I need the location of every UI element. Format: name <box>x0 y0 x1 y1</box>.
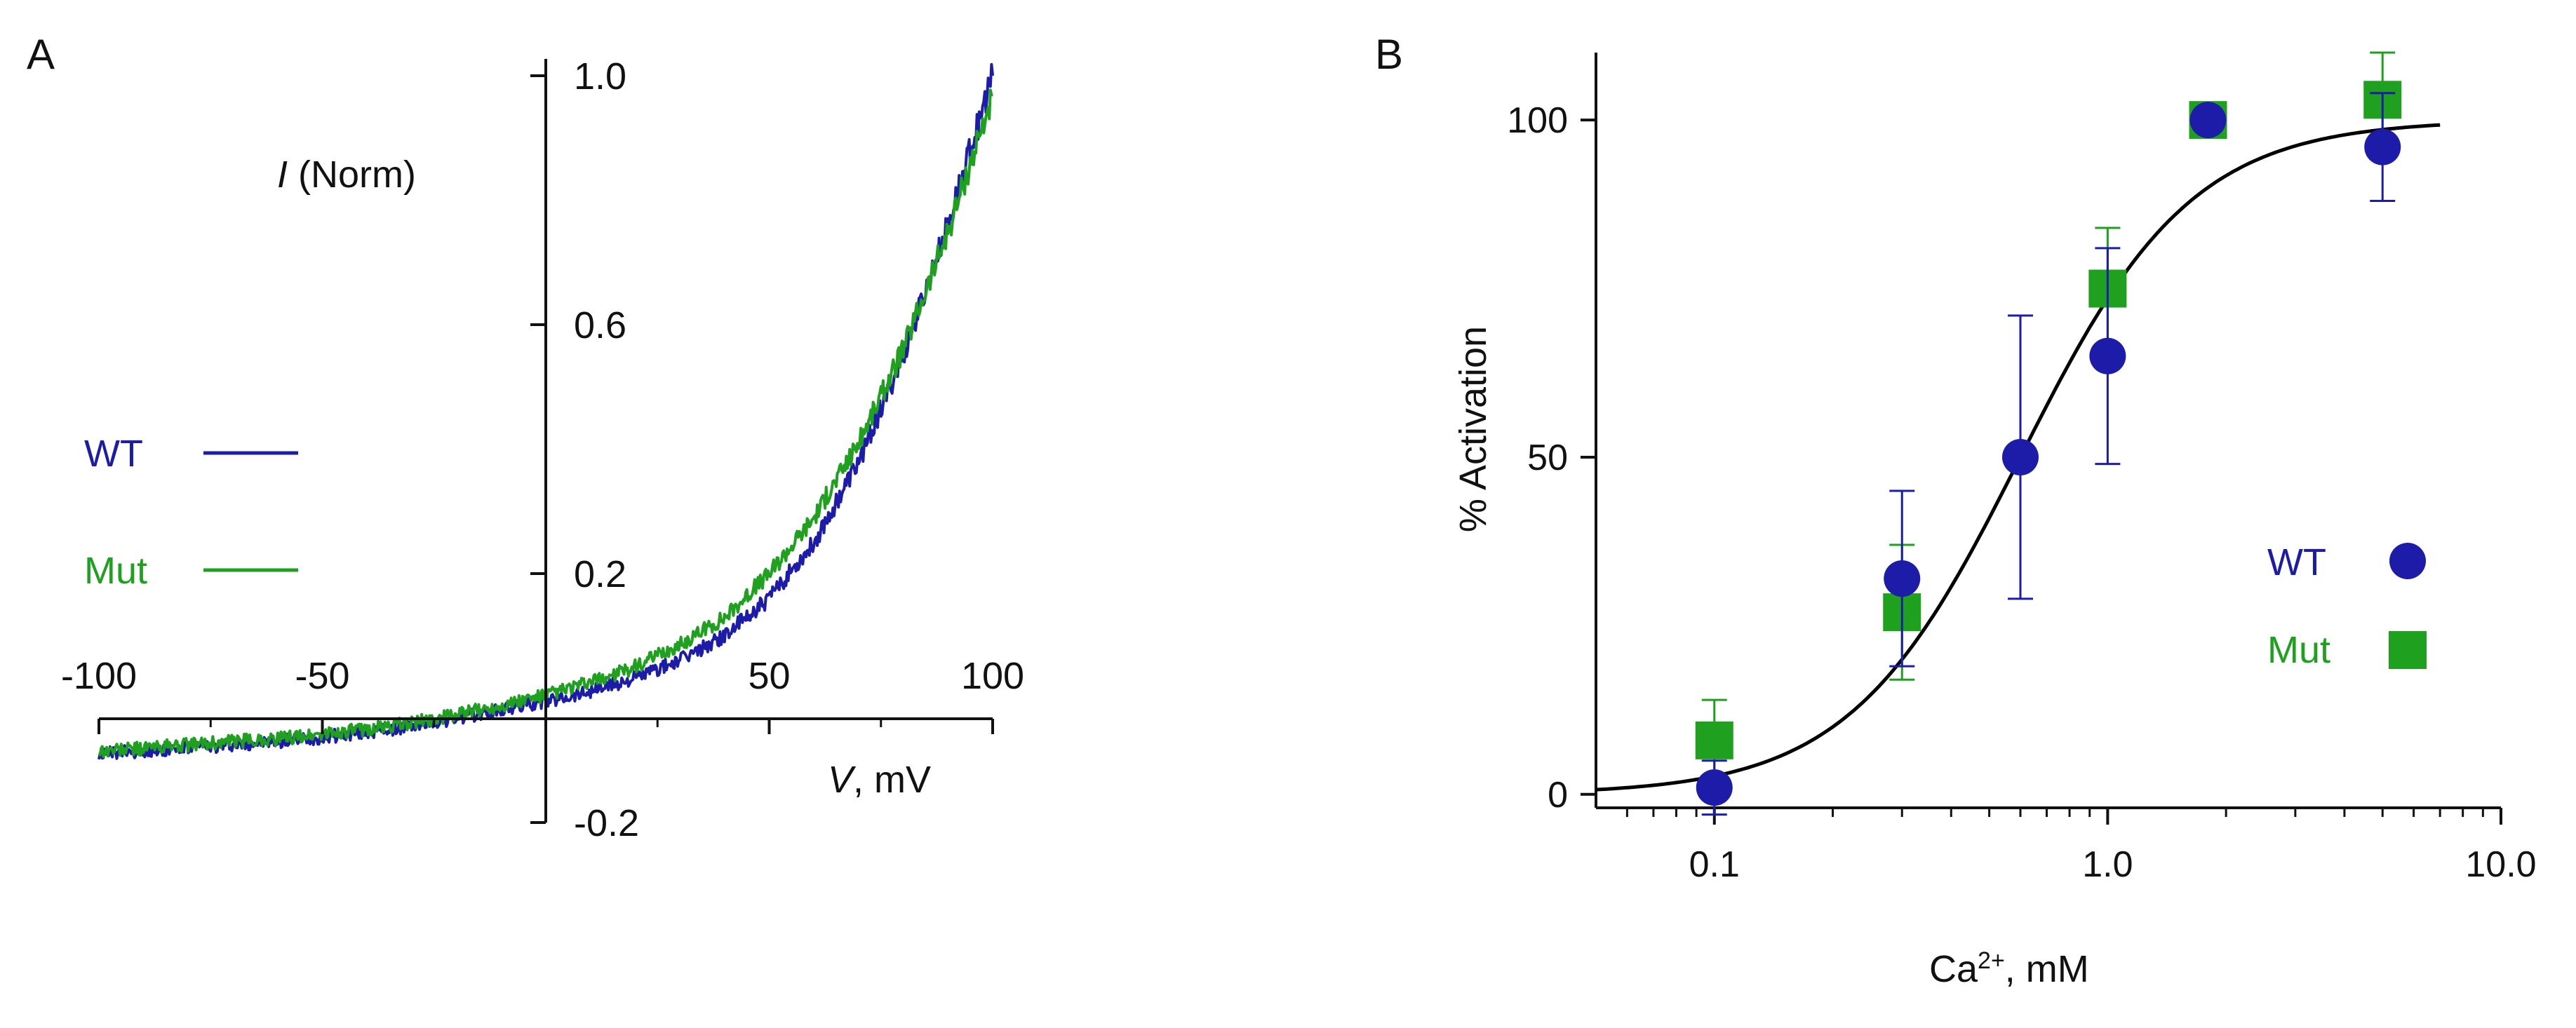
panel-b-legend-marker-wt <box>2389 543 2426 579</box>
panel-b-legend-marker-mut <box>2389 631 2427 669</box>
panel-a-legend-label-wt: WT <box>84 433 143 475</box>
panel-a-iv-plot: A -100 -50 50 100 -0.2 0.2 0.6 1.0 I (Norm) V,… <box>27 31 1024 844</box>
panel-b-point-wt <box>2002 438 2039 475</box>
panel-a-x-tick-label: -100 <box>61 655 137 697</box>
panel-a-y-tick-label: 0.2 <box>574 553 626 595</box>
panel-b-point-wt <box>1884 560 1921 597</box>
panel-b-x-tick-label: 0.1 <box>1689 844 1740 885</box>
panel-a-x-axis-label: V, mV <box>828 759 931 801</box>
panel-b-x-tick-label: 1.0 <box>2082 844 2133 885</box>
panel-a-y-tick-label: -0.2 <box>574 802 639 844</box>
panel-a-x-label-italic: V <box>828 759 857 801</box>
panel-b-points-group <box>1695 51 2402 816</box>
panel-b-point-wt <box>1696 769 1733 806</box>
panel-b-point-mut <box>1695 721 1733 759</box>
panel-b-legend: WT Mut <box>2267 541 2427 671</box>
panel-b-legend-label-mut: Mut <box>2267 629 2330 671</box>
panel-b-x-ticks: 0.1 1.0 10.0 <box>1625 808 2537 885</box>
panel-a-x-tick-label: 100 <box>961 655 1024 697</box>
panel-b-x-axis-label: Ca2+, mM <box>1929 947 2089 990</box>
panel-a-y-label-rest: (Norm) <box>288 154 416 196</box>
panel-b-y-tick-label: 100 <box>1507 100 1568 141</box>
panel-a-y-label-italic: I <box>277 154 288 196</box>
panel-a-y-ticks: -0.2 0.2 0.6 1.0 <box>530 55 639 844</box>
panel-b-x-tick-label: 10.0 <box>2465 844 2536 885</box>
panel-b-y-ticks: 0 50 100 <box>1507 100 1596 816</box>
panel-b-dose-response: B 0 50 100 0.1 1.0 10.0 % Activation Ca2+, m… <box>1375 31 2537 990</box>
panel-b-label: B <box>1375 31 1403 78</box>
panel-a-legend: WT Mut <box>84 433 298 592</box>
panel-a-x-tick-label: -50 <box>295 655 349 697</box>
panel-b-point-wt <box>2364 128 2401 165</box>
panel-b-y-axis-label: % Activation <box>1452 326 1494 532</box>
panel-b-point-wt <box>2089 337 2126 374</box>
panel-b-point-wt <box>2189 102 2227 139</box>
panel-a-y-axis-label: I (Norm) <box>277 154 416 196</box>
panel-b-x-label-rest: , mM <box>2005 948 2089 990</box>
panel-a-y-tick-label: 1.0 <box>574 55 626 97</box>
panel-b-y-tick-label: 0 <box>1548 775 1568 816</box>
panel-a-legend-label-mut: Mut <box>84 550 147 592</box>
panel-b-y-tick-label: 50 <box>1527 438 1568 478</box>
panel-a-x-ticks: -100 -50 50 100 <box>61 655 1024 734</box>
panel-a-y-tick-label: 0.6 <box>574 304 626 346</box>
panel-b-x-label-sup: 2+ <box>1978 947 2005 974</box>
panel-a-x-label-rest: , mV <box>853 759 931 801</box>
panel-a-label: A <box>27 31 55 78</box>
panel-b-x-label-base: Ca <box>1929 948 1978 990</box>
panel-a-x-tick-label: 50 <box>748 655 790 697</box>
panel-b-legend-label-wt: WT <box>2267 541 2326 583</box>
